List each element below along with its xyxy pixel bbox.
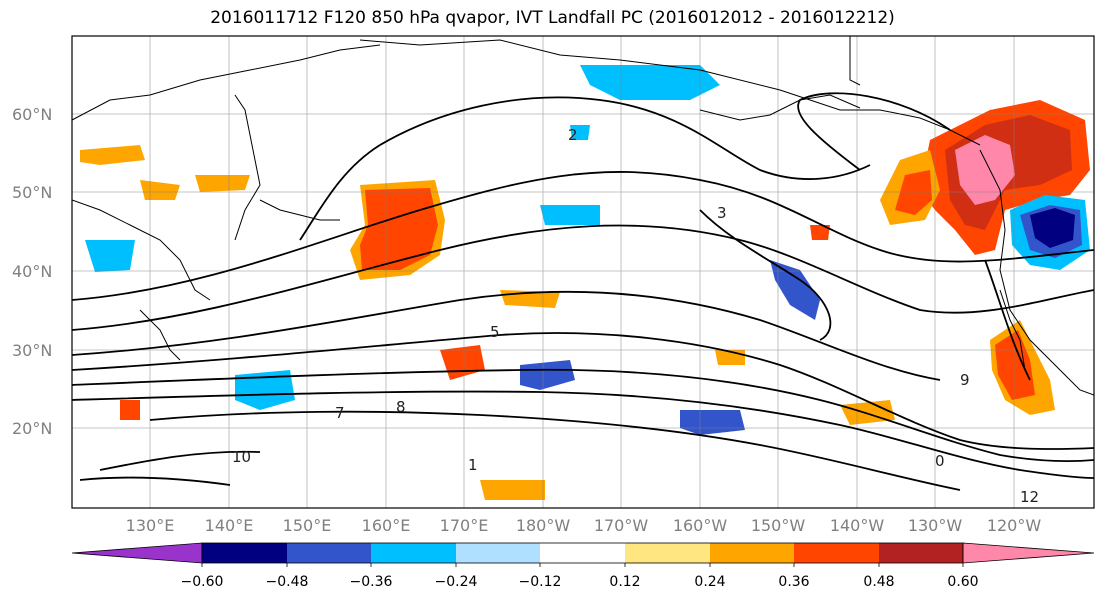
lon-label: 170°W [594, 516, 649, 535]
colorbar-tick: 0.48 [863, 574, 894, 590]
ivt-contours [72, 92, 1094, 491]
contour-label: 7 [335, 404, 345, 422]
colorbar-segment [794, 543, 879, 563]
lon-label: 150°W [751, 516, 806, 535]
contour-label: 9 [960, 371, 970, 389]
contour-labels: 2 3 5 7 8 9 10 12 0 1 [232, 126, 1039, 506]
colorbar-tick: 0.12 [609, 574, 640, 590]
colorbar-segment [710, 543, 794, 563]
lon-label: 140°W [830, 516, 885, 535]
colorbar-tick: 0.36 [778, 574, 809, 590]
plot-border [71, 35, 1095, 509]
lon-label: 160°W [673, 516, 728, 535]
colorbar-segment [287, 543, 371, 563]
contour-label: 12 [1020, 488, 1039, 506]
lat-label-40n: 40°N [12, 262, 52, 281]
latitude-labels: 60°N 50°N 40°N 30°N 20°N [12, 105, 52, 438]
lat-label-30n: 30°N [12, 341, 52, 360]
colorbar-segment [879, 543, 963, 563]
colorbar-segments [71, 542, 1095, 567]
colorbar-segment [962, 542, 1095, 564]
colorbar-tick: −0.60 [181, 574, 224, 590]
colorbar-tick: −0.48 [266, 574, 309, 590]
colorbar-tick-labels: −0.60 −0.48 −0.36 −0.24 −0.12 0.12 0.24 … [181, 574, 979, 590]
colorbar-segment [371, 543, 456, 563]
colorbar: −0.60 −0.48 −0.36 −0.24 −0.12 0.12 0.24 … [71, 542, 1095, 590]
lon-label: 130°E [126, 516, 175, 535]
colorbar-segment [71, 542, 203, 564]
colorbar-segment [202, 543, 287, 563]
colorbar-segment [625, 543, 710, 563]
lon-label: 130°W [908, 516, 963, 535]
contour-label: 1 [468, 456, 478, 474]
colorbar-tick: −0.24 [435, 574, 478, 590]
lat-label-20n: 20°N [12, 419, 52, 438]
contour-label: 8 [396, 398, 406, 416]
contour-label: 10 [232, 448, 251, 466]
map-title: 2016011712 F120 850 hPa qvapor, IVT Land… [210, 8, 895, 28]
lon-label: 180°W [516, 516, 571, 535]
colorbar-segment [456, 543, 540, 563]
lon-label: 170°E [440, 516, 489, 535]
colorbar-tick: 0.60 [947, 574, 978, 590]
lon-label: 150°E [283, 516, 332, 535]
colorbar-border [201, 542, 964, 564]
contour-label: 2 [568, 126, 578, 144]
colorbar-tick: 0.24 [694, 574, 725, 590]
colorbar-tick: −0.12 [519, 574, 562, 590]
lat-label-60n: 60°N [12, 105, 52, 124]
lon-label: 160°E [362, 516, 411, 535]
lon-label: 140°E [205, 516, 254, 535]
lon-label: 120°W [987, 516, 1042, 535]
coastlines [72, 36, 1094, 396]
colorbar-segment [540, 543, 625, 563]
contour-label: 3 [717, 204, 727, 222]
lat-label-50n: 50°N [12, 183, 52, 202]
longitude-labels: 130°E 140°E 150°E 160°E 170°E 180°W 170°… [126, 516, 1042, 535]
colorbar-tick: −0.36 [350, 574, 393, 590]
contour-label: 0 [935, 452, 945, 470]
contour-label: 5 [490, 323, 500, 341]
